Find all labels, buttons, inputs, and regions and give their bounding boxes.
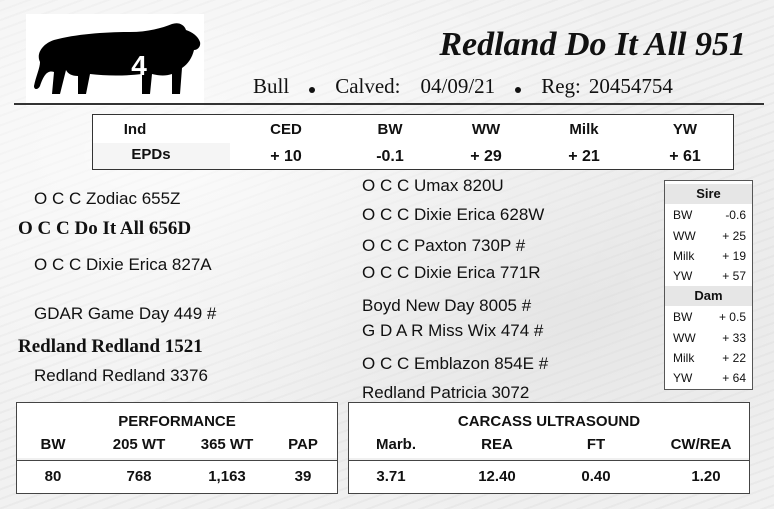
epd-row-label-ind: Ind bbox=[123, 121, 147, 138]
sire-epd-key: WW bbox=[673, 229, 696, 243]
carcass-band bbox=[349, 458, 749, 460]
epd-row-label-epds: EPDs bbox=[131, 146, 171, 163]
lot-number: 4 bbox=[131, 50, 147, 81]
dam-epd-key: WW bbox=[673, 331, 696, 345]
calved-label: Calved: bbox=[335, 74, 401, 98]
carcass-value-cwrea: 1.20 bbox=[691, 468, 721, 485]
sire-epd-title: Sire bbox=[665, 184, 752, 204]
dam-epd-value: + 0.5 bbox=[718, 310, 746, 324]
epd-header-bw: BW bbox=[377, 121, 403, 138]
pedigree-dam-sire: GDAR Game Day 449 # bbox=[34, 304, 217, 323]
sex-label: Bull bbox=[253, 74, 290, 98]
dam-epd-key: BW bbox=[673, 310, 693, 324]
epd-value-bw: -0.1 bbox=[376, 148, 404, 165]
carcass-title: CARCASS ULTRASOUND bbox=[457, 413, 641, 430]
epd-label-band bbox=[93, 143, 230, 169]
epd-value-ww: + 29 bbox=[470, 148, 502, 165]
performance-header-pap: PAP bbox=[288, 436, 318, 453]
pedigree-dam-dam-sire: O C C Emblazon 854E # bbox=[362, 354, 549, 373]
carcass-ultrasound-box: CARCASS ULTRASOUND Marb. REA FT CW/REA 3… bbox=[348, 402, 750, 494]
epd-value-ced: + 10 bbox=[270, 148, 302, 165]
pedigree-sire-sire-dam: O C C Dixie Erica 628W bbox=[362, 205, 545, 224]
performance-box: PERFORMANCE BW 205 WT 365 WT PAP 80 768 … bbox=[16, 402, 338, 494]
performance-header-bw: BW bbox=[40, 436, 66, 453]
dam-epd-value: + 64 bbox=[722, 371, 746, 385]
pedigree-sire-dam-sire: O C C Paxton 730P # bbox=[362, 236, 526, 255]
epd-header-band bbox=[93, 115, 733, 143]
animal-name: Redland Do It All 951 bbox=[439, 26, 746, 63]
pedigree-dam-sire-sire: Boyd New Day 8005 # bbox=[362, 296, 532, 315]
carcass-value-ft: 0.40 bbox=[581, 468, 611, 485]
bullet-separator bbox=[515, 86, 522, 93]
pedigree-dam-dam-dam: Redland Patricia 3072 bbox=[362, 383, 530, 402]
dam-epd-value: + 22 bbox=[722, 351, 746, 365]
carcass-header-ft: FT bbox=[586, 436, 606, 453]
pedigree-sire-dam-dam: O C C Dixie Erica 771R bbox=[362, 263, 541, 282]
dam-epd-row: YW + 64 bbox=[665, 368, 752, 388]
epd-table: Ind EPDs CED BW WW Milk YW + 10 -0.1 + 2… bbox=[92, 114, 734, 170]
sire-epd-value: + 25 bbox=[722, 229, 746, 243]
epd-value-yw: + 61 bbox=[669, 148, 701, 165]
calved-date: 04/09/21 bbox=[420, 74, 496, 98]
performance-value-205wt: 768 bbox=[126, 468, 152, 485]
sire-epd-value: -0.6 bbox=[725, 208, 746, 222]
sire-epd-key: BW bbox=[673, 208, 693, 222]
pedigree-sire-sire-sire: O C C Umax 820U bbox=[362, 176, 504, 195]
sire-epd-value: + 57 bbox=[722, 269, 746, 283]
carcass-header-marb: Marb. bbox=[375, 436, 416, 453]
epd-value-milk: + 21 bbox=[568, 148, 600, 165]
carcass-header-rea: REA bbox=[481, 436, 513, 453]
parent-epd-box: Sire BW -0.6 WW + 25 Milk + 19 YW + 57 Dam B… bbox=[664, 180, 753, 390]
reg-label: Reg: bbox=[541, 74, 581, 98]
bullet-separator bbox=[309, 86, 316, 93]
epd-header-milk: Milk bbox=[569, 121, 599, 138]
dam-epd-row: BW + 0.5 bbox=[665, 307, 752, 327]
pedigree-sire-dam: O C C Dixie Erica 827A bbox=[34, 255, 212, 274]
bull-logo: 4 bbox=[26, 14, 204, 106]
pedigree-sire-sire: O C C Zodiac 655Z bbox=[34, 189, 181, 208]
sire-epd-row: WW + 25 bbox=[665, 226, 752, 246]
reg-number: 20454754 bbox=[588, 74, 673, 98]
bull-silhouette-icon bbox=[34, 23, 201, 94]
performance-value-365wt: 1,163 bbox=[208, 468, 246, 485]
sire-epd-row: YW + 57 bbox=[665, 266, 752, 286]
pedigree-sire: O C C Do It All 656D bbox=[18, 218, 192, 239]
carcass-header-cwrea: CW/REA bbox=[670, 436, 732, 453]
pedigree-dam: Redland Redland 1521 bbox=[18, 336, 203, 357]
epd-header-ced: CED bbox=[270, 121, 302, 138]
sire-epd-value: + 19 bbox=[722, 249, 746, 263]
carcass-value-marb: 3.71 bbox=[376, 468, 406, 485]
performance-header-205wt: 205 WT bbox=[112, 436, 166, 453]
dam-epd-key: Milk bbox=[673, 351, 695, 365]
performance-title: PERFORMANCE bbox=[118, 413, 236, 430]
epd-header-ww: WW bbox=[471, 121, 501, 138]
dam-epd-title: Dam bbox=[665, 286, 752, 306]
epd-value-band bbox=[230, 143, 733, 169]
performance-value-pap: 39 bbox=[294, 468, 312, 485]
performance-header-365wt: 365 WT bbox=[200, 436, 254, 453]
dam-epd-key: YW bbox=[673, 371, 693, 385]
performance-divider bbox=[17, 460, 337, 461]
sire-epd-row: BW -0.6 bbox=[665, 205, 752, 225]
dam-epd-row: WW + 33 bbox=[665, 328, 752, 348]
sire-epd-key: YW bbox=[673, 269, 693, 283]
dam-epd-row: Milk + 22 bbox=[665, 348, 752, 368]
carcass-value-rea: 12.40 bbox=[478, 468, 516, 485]
header-divider bbox=[14, 103, 764, 105]
dam-epd-value: + 33 bbox=[722, 331, 746, 345]
carcass-divider bbox=[349, 460, 749, 461]
epd-header-yw: YW bbox=[672, 121, 698, 138]
sire-epd-key: Milk bbox=[673, 249, 695, 263]
pedigree-dam-dam: Redland Redland 3376 bbox=[34, 366, 208, 385]
sire-epd-row: Milk + 19 bbox=[665, 246, 752, 266]
performance-band bbox=[17, 458, 337, 460]
animal-info-line: Bull Calved: 04/09/21 Reg: 20454754 bbox=[253, 74, 673, 99]
pedigree-dam-sire-dam: G D A R Miss Wix 474 # bbox=[362, 321, 544, 340]
performance-value-bw: 80 bbox=[44, 468, 62, 485]
